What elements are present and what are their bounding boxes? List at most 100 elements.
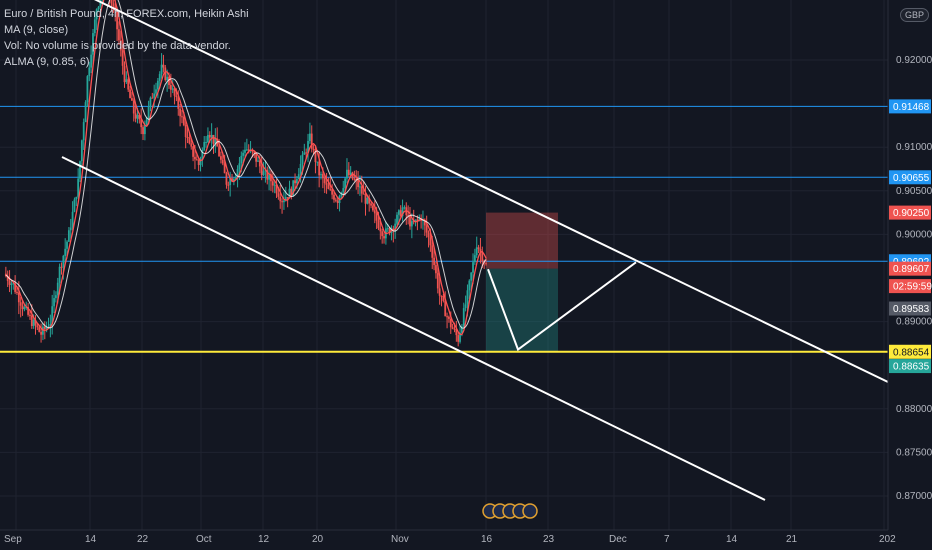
candle[interactable] <box>201 147 204 167</box>
projection-path[interactable] <box>487 261 637 352</box>
legend-ma[interactable]: MA (9, close) <box>4 24 69 36</box>
candle[interactable] <box>92 28 94 67</box>
channel-upper-line[interactable] <box>88 0 889 383</box>
candle[interactable] <box>19 296 22 318</box>
candle[interactable] <box>134 104 137 123</box>
candle[interactable] <box>262 161 265 176</box>
candle[interactable] <box>143 120 146 141</box>
candle[interactable] <box>73 197 76 213</box>
candle[interactable] <box>153 84 156 109</box>
candle[interactable] <box>401 199 404 222</box>
candle[interactable] <box>327 177 330 190</box>
stop-loss-zone[interactable] <box>486 212 558 269</box>
candle[interactable] <box>290 186 293 200</box>
candle[interactable] <box>481 246 484 268</box>
candle[interactable] <box>320 171 322 180</box>
candle[interactable] <box>118 21 120 46</box>
candle[interactable] <box>260 156 263 181</box>
candle[interactable] <box>297 168 300 180</box>
candle[interactable] <box>60 262 63 275</box>
candle[interactable] <box>373 200 376 224</box>
time-axis[interactable] <box>0 530 932 550</box>
candle[interactable] <box>425 215 428 238</box>
candle[interactable] <box>69 218 72 239</box>
ma-line[interactable] <box>5 0 487 329</box>
currency-badge[interactable]: GBP <box>900 8 930 22</box>
candle[interactable] <box>160 53 163 79</box>
candle[interactable] <box>192 146 194 162</box>
candle[interactable] <box>12 282 15 290</box>
candle[interactable] <box>171 79 174 94</box>
candle[interactable] <box>360 175 363 203</box>
candle[interactable] <box>312 144 315 155</box>
candle[interactable] <box>27 303 29 317</box>
candle[interactable] <box>307 133 309 163</box>
legend-title[interactable]: Euro / British Pound, 4h, FOREX.com, Hei… <box>4 8 249 20</box>
candle[interactable] <box>334 197 337 203</box>
candle[interactable] <box>156 77 159 99</box>
candle[interactable] <box>407 205 410 225</box>
candle[interactable] <box>75 196 78 207</box>
candle[interactable] <box>323 174 326 194</box>
level-price-tag[interactable] <box>889 99 931 114</box>
candle[interactable] <box>132 98 135 122</box>
candle[interactable] <box>257 156 259 163</box>
candle[interactable] <box>142 125 144 141</box>
candle[interactable] <box>51 294 54 335</box>
candle[interactable] <box>414 219 417 227</box>
alma-line[interactable] <box>5 0 487 336</box>
candle[interactable] <box>38 326 41 333</box>
candle[interactable] <box>127 77 130 92</box>
candle[interactable] <box>286 196 289 208</box>
candle[interactable] <box>416 215 419 231</box>
candle[interactable] <box>325 172 328 194</box>
candle[interactable] <box>147 100 150 125</box>
candle[interactable] <box>436 267 439 294</box>
candle[interactable] <box>17 281 20 315</box>
candle[interactable] <box>129 85 131 99</box>
candle[interactable] <box>164 64 167 82</box>
candle[interactable] <box>109 0 111 7</box>
candle[interactable] <box>151 92 154 99</box>
candle[interactable] <box>284 186 287 202</box>
candle[interactable] <box>36 323 39 331</box>
candle[interactable] <box>145 117 148 127</box>
candle[interactable] <box>71 201 74 231</box>
candle[interactable] <box>440 295 443 307</box>
candle[interactable] <box>485 256 487 266</box>
candle[interactable] <box>270 169 272 191</box>
candle[interactable] <box>370 202 372 209</box>
candle[interactable] <box>308 122 311 144</box>
candle[interactable] <box>97 5 100 12</box>
candle[interactable] <box>281 198 283 214</box>
candle[interactable] <box>331 184 334 200</box>
candle[interactable] <box>473 248 476 265</box>
candle[interactable] <box>433 247 435 271</box>
candle[interactable] <box>457 332 460 347</box>
candle[interactable] <box>229 171 232 197</box>
candle[interactable] <box>255 153 258 168</box>
candle[interactable] <box>388 226 391 236</box>
candle[interactable] <box>444 291 447 317</box>
candle[interactable] <box>357 171 359 195</box>
economic-events-icons[interactable] <box>482 503 538 519</box>
candle[interactable] <box>446 312 448 329</box>
candle[interactable] <box>149 96 152 112</box>
candle[interactable] <box>227 181 230 192</box>
candle[interactable] <box>155 82 157 97</box>
candle[interactable] <box>199 156 202 172</box>
candle[interactable] <box>197 158 200 171</box>
legend-vol[interactable]: Vol: No volume is provided by the data v… <box>4 40 231 52</box>
candle[interactable] <box>181 109 183 124</box>
candle[interactable] <box>55 291 57 303</box>
candle[interactable] <box>438 276 441 305</box>
price-tag[interactable] <box>889 205 931 220</box>
candle[interactable] <box>169 73 172 98</box>
price-tag[interactable] <box>889 301 931 316</box>
candle[interactable] <box>10 280 13 295</box>
level-price-tag[interactable] <box>889 170 931 185</box>
candle[interactable] <box>220 151 222 164</box>
candle[interactable] <box>42 322 44 341</box>
candle[interactable] <box>468 279 471 300</box>
candle[interactable] <box>173 86 176 105</box>
